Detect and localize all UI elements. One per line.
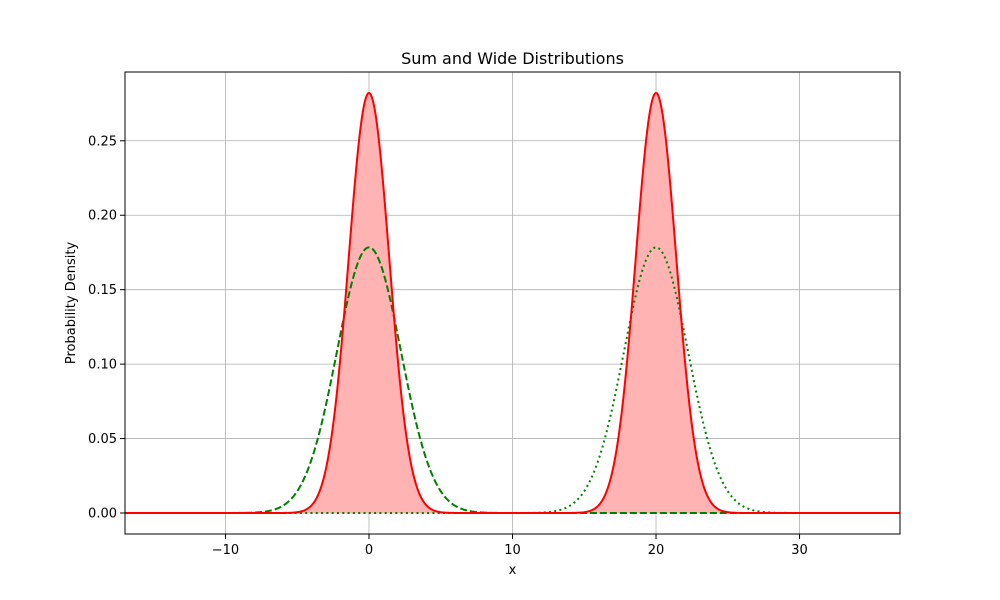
y-axis-ticks: 0.00 0.05 0.10 0.15 0.20 0.25 [88, 134, 125, 522]
x-tick-label: −10 [212, 543, 239, 558]
x-axis-label: x [509, 563, 517, 578]
y-tick-label: 0.00 [88, 507, 117, 522]
y-tick-label: 0.25 [88, 134, 117, 149]
x-tick-label: 0 [365, 543, 373, 558]
series-layer [125, 91, 900, 515]
y-tick-label: 0.15 [88, 283, 117, 298]
x-tick-label: 10 [504, 543, 521, 558]
x-tick-label: 30 [791, 543, 808, 558]
y-tick-label: 0.10 [88, 358, 117, 373]
y-axis-label: Probability Density [64, 242, 79, 365]
y-tick-label: 0.05 [88, 432, 117, 447]
series-line-solid [125, 91, 900, 515]
chart-title: Sum and Wide Distributions [401, 49, 624, 68]
x-axis-ticks: −10 0 10 20 30 [212, 534, 808, 558]
y-tick-label: 0.20 [88, 209, 117, 224]
x-tick-label: 20 [648, 543, 665, 558]
